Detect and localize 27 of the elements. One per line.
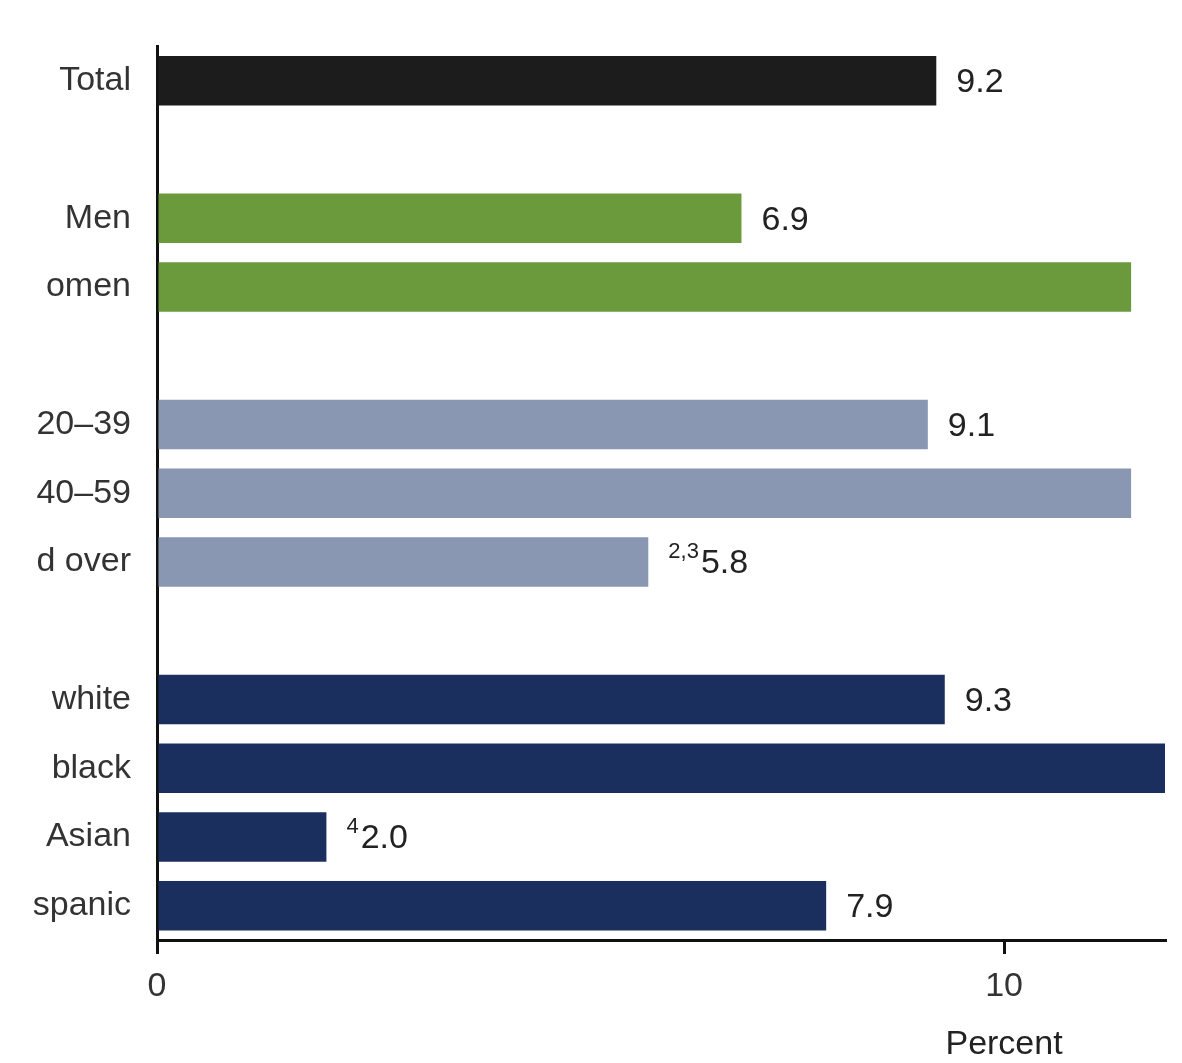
data-label: 7.9 bbox=[846, 886, 894, 925]
data-label: 9.2 bbox=[956, 61, 1004, 100]
bar bbox=[158, 399, 928, 450]
data-label: 9.1 bbox=[947, 404, 996, 443]
bar bbox=[158, 674, 945, 725]
y-tick-label: d over bbox=[36, 540, 131, 579]
bar bbox=[158, 880, 827, 931]
y-tick-label: white bbox=[50, 677, 131, 716]
x-tick-label: 10 bbox=[985, 964, 1023, 1003]
bar bbox=[158, 262, 1132, 312]
y-tick-label: Asian bbox=[45, 815, 131, 854]
bar bbox=[158, 193, 742, 243]
y-tick-label: 40–59 bbox=[36, 471, 131, 510]
bar bbox=[158, 812, 327, 862]
bar bbox=[158, 537, 649, 587]
x-tick-label: 0 bbox=[147, 964, 167, 1003]
data-label: 9.3 bbox=[964, 679, 1013, 718]
y-tick-label: black bbox=[51, 746, 132, 785]
y-tick-label: omen bbox=[45, 265, 131, 304]
x-axis-title: Percent bbox=[945, 1023, 1064, 1062]
bar bbox=[158, 743, 1165, 793]
y-tick-label: spanic bbox=[32, 884, 131, 923]
data-label: 6.9 bbox=[761, 198, 809, 237]
y-tick-label: Men bbox=[64, 196, 131, 235]
y-tick-label: Total bbox=[59, 59, 131, 98]
y-tick-label: 20–39 bbox=[36, 402, 131, 441]
bar bbox=[158, 468, 1132, 518]
